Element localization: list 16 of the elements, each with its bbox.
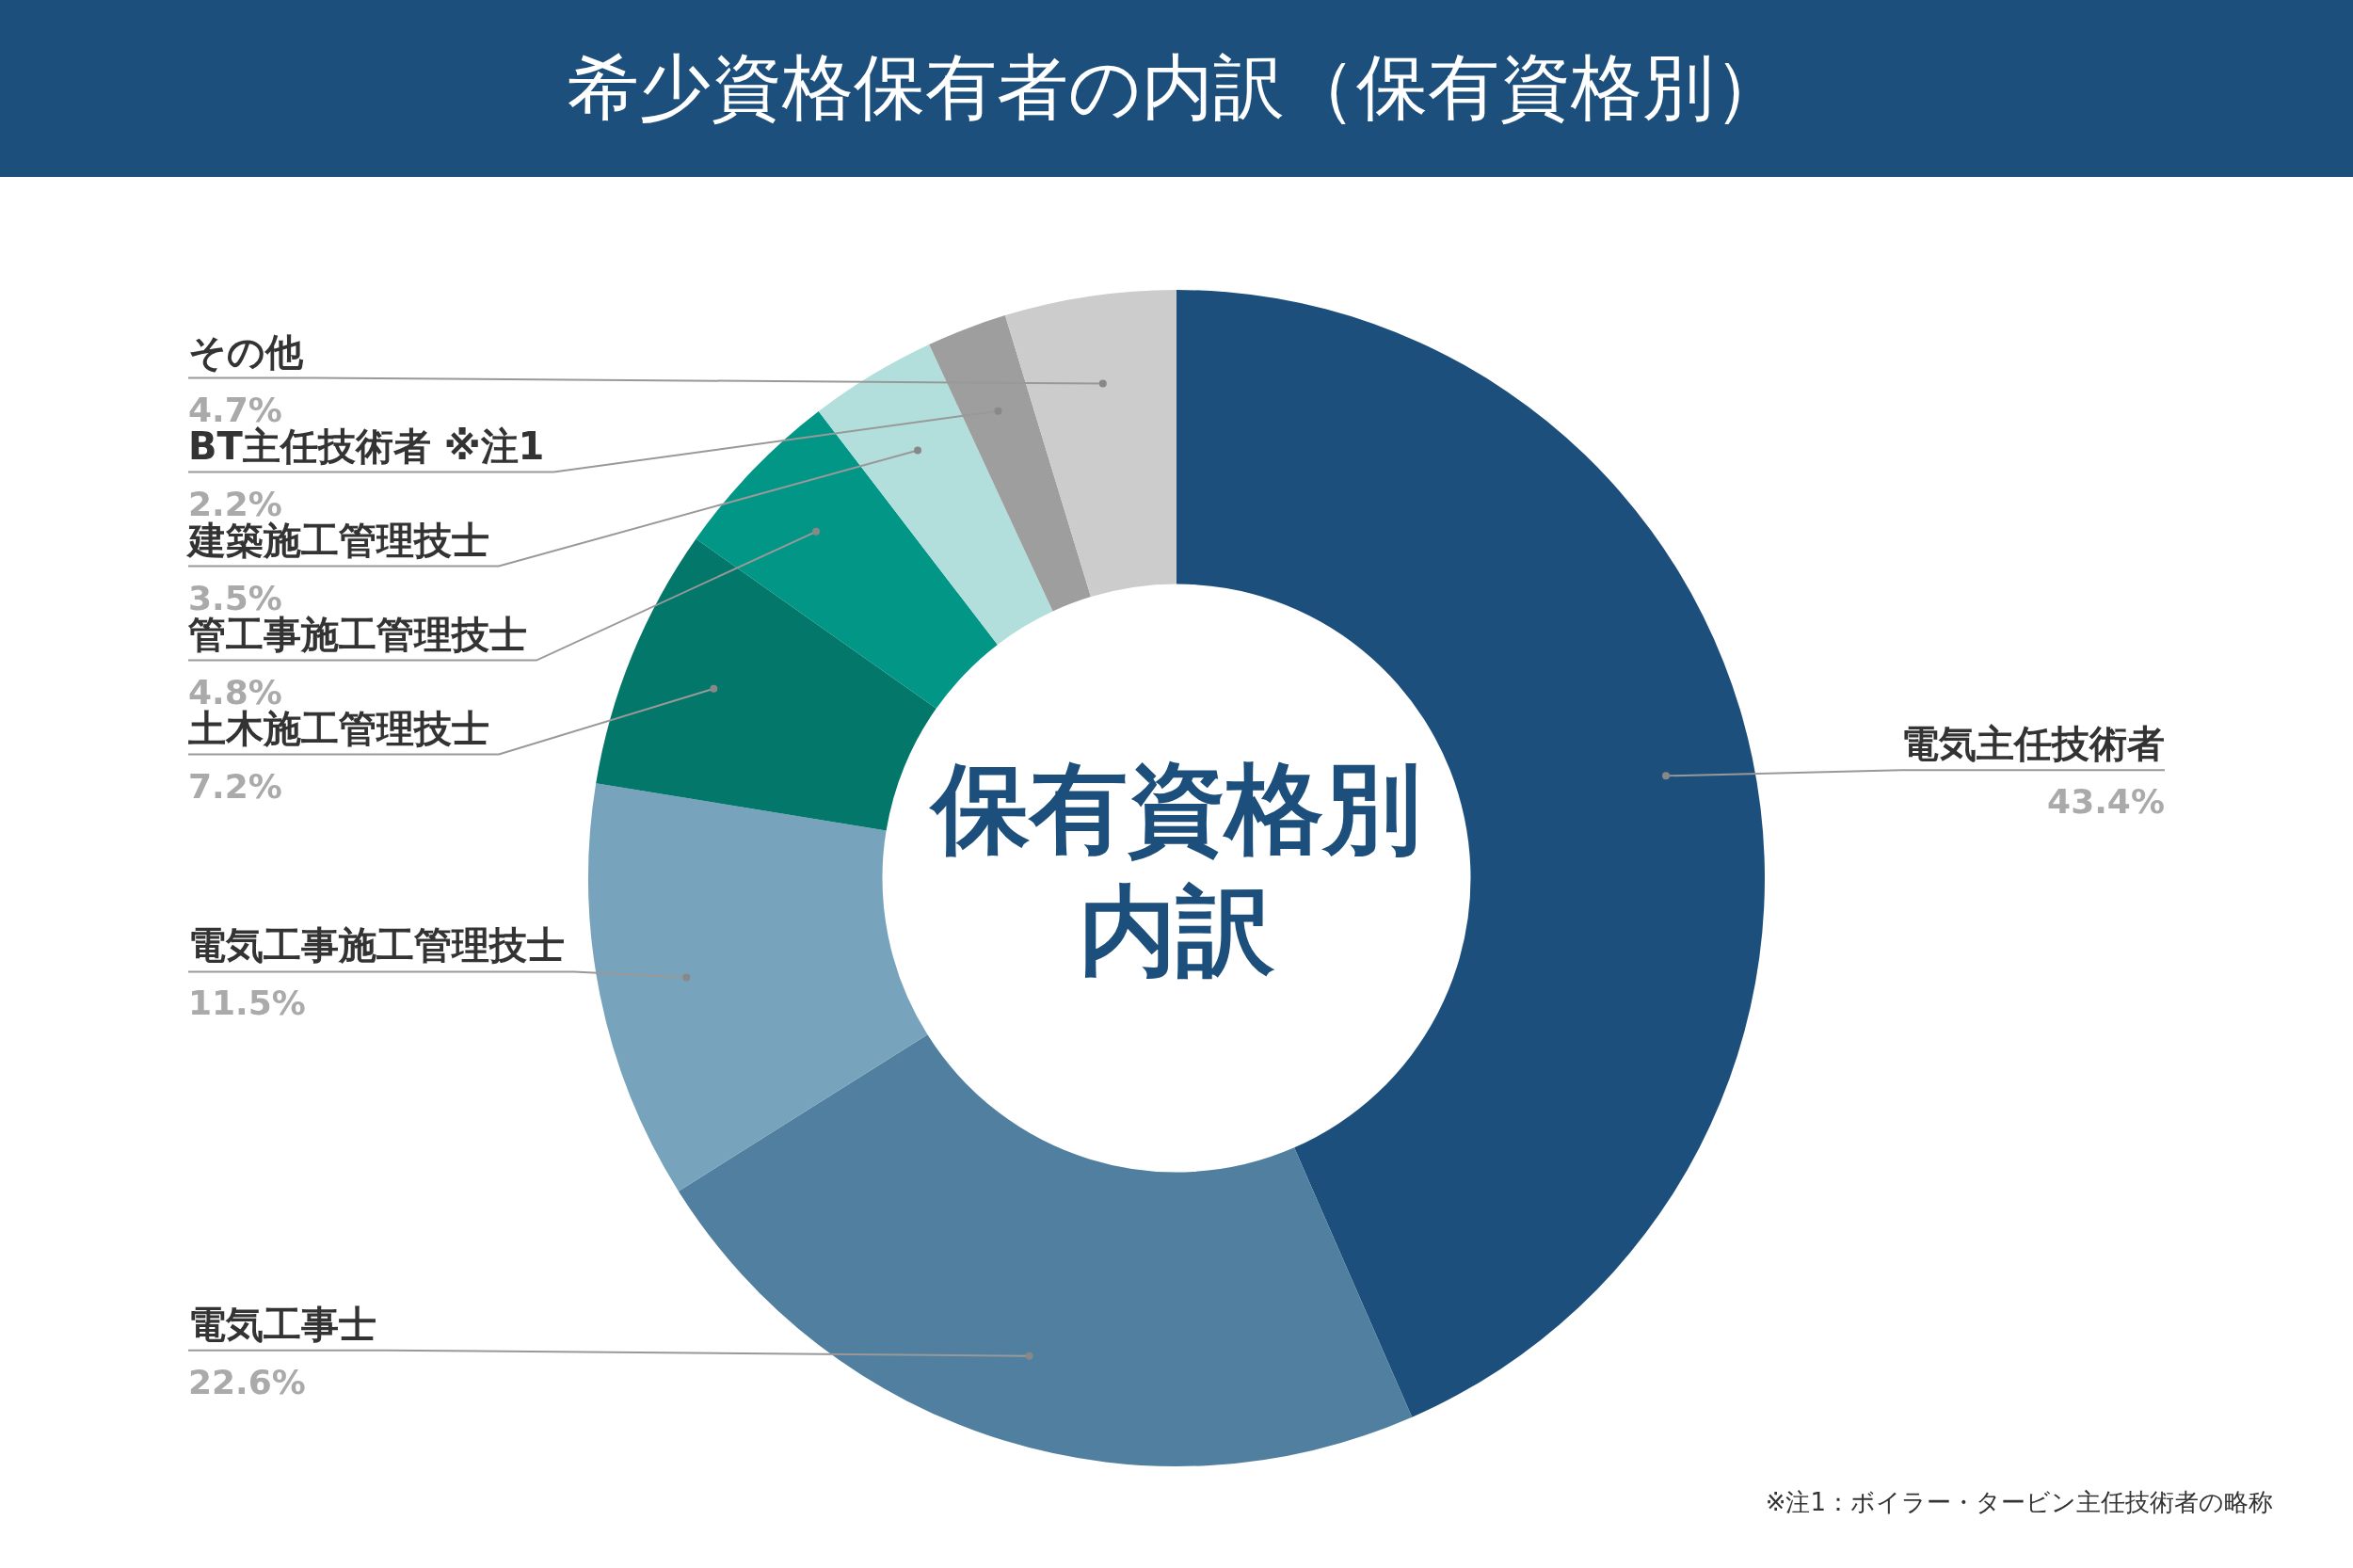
data-label: 11.5% [188,984,306,1023]
slice-label: 土木施工管理技士 [188,706,489,750]
slice-label: 建築施工管理技士 [185,518,489,562]
data-label: 43.4% [2047,782,2165,822]
text: 内訳 [1079,873,1275,989]
slice-label: BT主任技術者 ※注1 [188,424,545,468]
chart-title: 希少資格保有者の内訳（保有資格別） [0,0,2353,177]
data-label: 7.2% [188,766,282,806]
slice-label: 電気工事士 [188,1302,376,1346]
text: ※注1：ボイラー・タービン主任技術者の略称 [1765,1487,2273,1516]
slice-label: その他 [188,329,304,374]
text: 保有資格別 [928,751,1421,867]
slice-label: 電気主任技術者 [1901,722,2165,766]
slice-label: 電気工事施工管理技士 [188,923,565,968]
slice-label: 管工事施工管理技士 [187,612,527,656]
data-label: 22.6% [188,1362,306,1401]
